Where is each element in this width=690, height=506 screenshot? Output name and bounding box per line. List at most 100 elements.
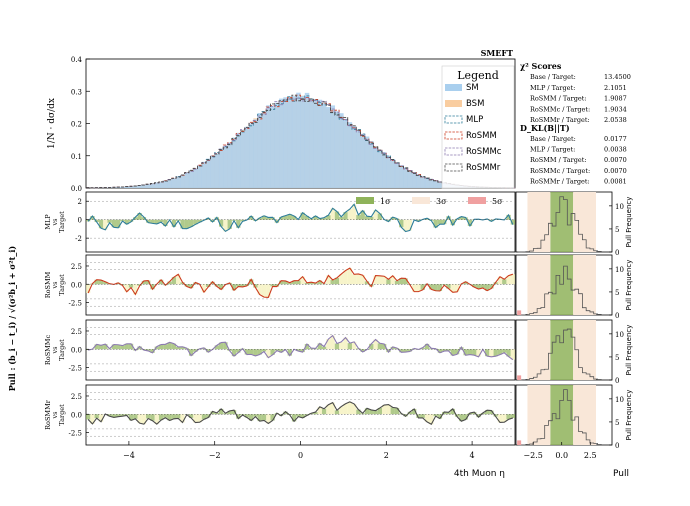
pull-bar <box>343 270 348 285</box>
pull-bar <box>128 284 134 288</box>
x-tick-label: −2 <box>209 451 221 460</box>
sm-bar <box>223 145 228 188</box>
pull-bar <box>454 349 460 355</box>
pull-bar <box>279 414 284 416</box>
sm-bar <box>249 123 254 188</box>
pull-bar <box>502 349 507 353</box>
pull-bar <box>98 219 104 229</box>
sm-bar <box>420 176 426 188</box>
sm-bar <box>197 165 203 188</box>
pull-bar <box>454 284 460 292</box>
pull-bar <box>424 414 430 422</box>
pull-bar <box>334 343 340 350</box>
pull-bar <box>373 410 378 415</box>
pull-bar <box>274 219 280 223</box>
pull-bar <box>236 414 241 419</box>
sm-bar <box>141 184 147 188</box>
pull-bar <box>171 277 177 285</box>
pull-bar <box>442 349 447 352</box>
sm-bar <box>184 172 190 188</box>
pull-bar <box>291 280 297 285</box>
pull-bar <box>369 343 374 350</box>
pull-bar <box>364 216 370 220</box>
pull-bar <box>206 284 211 287</box>
sm-bar <box>382 152 387 188</box>
pull-bar <box>107 414 112 417</box>
pull-bar <box>279 217 284 220</box>
pull-x-tick-label: 0.0 <box>555 451 568 460</box>
pull-bar <box>364 281 370 285</box>
chi2-value: 13.4500 <box>604 73 631 81</box>
pull-hist-y-tick-label: 0 <box>615 442 619 450</box>
ylabel-line: vs <box>51 281 59 289</box>
pull-bar <box>210 219 215 222</box>
pull-bar <box>377 275 383 285</box>
chi2-value: 1.9087 <box>604 95 627 103</box>
pull-bar <box>390 275 395 285</box>
pull-bar <box>416 219 421 222</box>
sm-bar <box>218 148 224 188</box>
pull-bar <box>150 284 155 290</box>
pull-bar <box>317 218 322 220</box>
pull-bar <box>407 411 413 415</box>
pull-bar <box>218 219 224 227</box>
pull-hist-y-tick-label: 10 <box>615 331 624 339</box>
pull-bar <box>171 219 177 227</box>
pull-bar <box>223 219 228 232</box>
pull-bar <box>163 344 168 350</box>
pull-bar <box>227 219 232 229</box>
pull-bar <box>321 346 327 350</box>
pull-bar <box>343 337 348 350</box>
pull-bar <box>502 414 507 423</box>
pull-bar <box>450 349 455 356</box>
legend-label-rosmmc: RoSMMc <box>466 147 502 157</box>
pull-bar <box>296 280 301 285</box>
pull-bar <box>176 414 181 419</box>
sm-bar <box>369 141 374 188</box>
ylabel-line: Target <box>58 274 66 296</box>
pull-bar <box>433 414 438 417</box>
pull-bar <box>510 349 515 360</box>
pull-bar <box>86 284 91 294</box>
pull-hist-y-tick-label: 0 <box>615 312 619 320</box>
pull-bar <box>244 414 250 418</box>
pull-bar <box>382 343 387 350</box>
legend-swatch <box>444 147 463 156</box>
pull-bar <box>484 410 490 415</box>
sigma1-band <box>550 255 574 315</box>
pull-bar <box>283 411 288 415</box>
kl-value: 0.0070 <box>604 167 627 175</box>
pull-bar <box>158 219 164 223</box>
pull-bar <box>133 217 138 220</box>
pull-bar <box>133 414 138 419</box>
pull-bar <box>433 284 438 291</box>
ylabel-line: Target <box>58 211 66 233</box>
sigma-legend-label: 3σ <box>436 197 447 206</box>
pull-bar <box>334 211 340 220</box>
pull-y-tick-label: 0 <box>78 217 82 225</box>
pull-y-tick-label: 2.5 <box>71 263 82 271</box>
pull-y-tick-label: -2.5 <box>69 365 83 373</box>
pull-bar <box>261 349 267 352</box>
sm-bar <box>120 186 125 188</box>
pull-bar <box>94 279 99 285</box>
pull-bar <box>279 349 284 353</box>
pull-bar <box>300 212 305 220</box>
pull-x-axis-label: Pull <box>613 469 629 479</box>
pull-bar <box>484 349 490 357</box>
pull-y-tick-label: -2.5 <box>69 430 83 438</box>
pull-bar <box>120 414 125 417</box>
pull-bar <box>261 414 267 421</box>
kl-value: 0.0038 <box>604 146 627 154</box>
pull-bar <box>506 214 511 220</box>
pull-bar <box>146 414 151 419</box>
pull-bar <box>257 284 262 295</box>
pull-bar <box>459 414 464 422</box>
pull-bar <box>158 414 164 421</box>
pull-bar <box>180 346 185 350</box>
pull-bar <box>416 414 421 418</box>
pull-bar <box>510 274 515 285</box>
pull-bar <box>334 277 340 285</box>
pull-bar <box>313 283 318 285</box>
pull-bar <box>369 216 374 220</box>
